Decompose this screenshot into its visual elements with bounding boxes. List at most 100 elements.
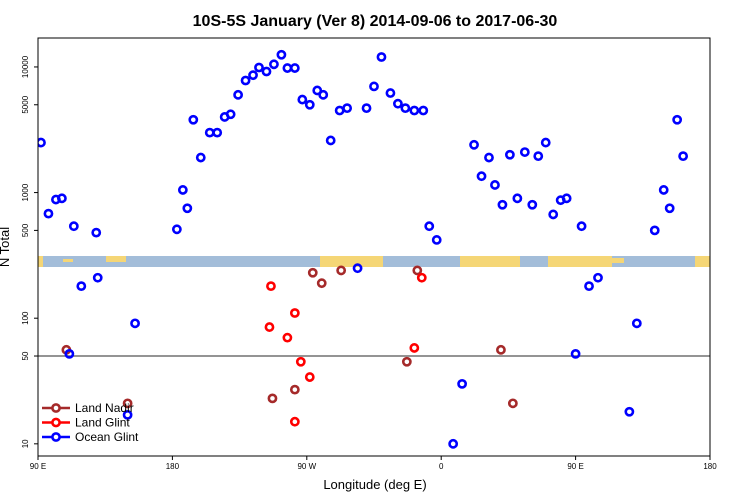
point-ocean-glint — [576, 221, 587, 232]
point-land-glint — [289, 416, 300, 427]
map-strip-land — [63, 259, 73, 262]
y-axis-label: N Total — [0, 227, 12, 267]
map-strip-land — [38, 256, 43, 267]
point-ocean-glint — [369, 81, 379, 92]
point-land-nadir — [336, 265, 347, 276]
point-ocean-glint — [570, 348, 581, 359]
point-ocean-glint — [64, 348, 75, 359]
point-ocean-glint — [312, 85, 323, 96]
point-ocean-glint — [212, 127, 223, 138]
point-ocean-glint — [727, 346, 734, 353]
point-land-nadir — [401, 356, 412, 367]
point-ocean-glint — [92, 272, 103, 283]
point-ocean-glint — [68, 221, 79, 232]
x-tick-label: 0 — [439, 462, 444, 471]
point-ocean-glint — [593, 272, 603, 283]
x-tick-label: 90 E — [30, 462, 46, 471]
point-ocean-glint — [177, 185, 188, 195]
point-ocean-glint — [504, 149, 515, 160]
point-ocean-glint — [385, 88, 396, 98]
point-ocean-glint — [282, 63, 293, 73]
point-land-glint — [266, 281, 276, 292]
point-ocean-glint — [527, 199, 538, 210]
point-land-nadir — [289, 384, 300, 395]
point-ocean-glint — [400, 103, 411, 114]
point-ocean-glint — [43, 208, 54, 219]
point-ocean-glint — [664, 203, 675, 214]
point-land-nadir — [316, 278, 327, 289]
plot-frame — [37, 37, 711, 457]
x-axis-label: Longitude (deg E) — [323, 477, 426, 492]
point-ocean-glint — [233, 89, 244, 100]
point-ocean-glint — [476, 171, 487, 182]
y-tick-label: 1000 — [21, 183, 30, 201]
point-land-glint — [295, 356, 306, 367]
point-ocean-glint — [484, 152, 494, 163]
series-ocean-glint — [38, 49, 734, 449]
point-ocean-glint — [276, 49, 287, 60]
chart-title: 10S-5S January (Ver 8) 2014-09-06 to 201… — [193, 13, 558, 30]
legend-label-land-glint: Land Glint — [75, 416, 130, 430]
point-ocean-glint — [584, 281, 594, 292]
legend-label-land-nadir: Land Nadir — [75, 401, 134, 415]
point-ocean-glint — [418, 105, 429, 116]
point-ocean-glint — [497, 199, 508, 210]
y-tick-label: 10 — [21, 439, 30, 448]
y-tick-label: 50 — [21, 351, 30, 360]
point-ocean-glint — [91, 227, 102, 238]
point-ocean-glint — [122, 409, 133, 420]
y-tick-label: 5000 — [21, 95, 30, 113]
point-ocean-glint — [269, 59, 279, 70]
point-ocean-glint — [254, 62, 264, 73]
series-land-nadir — [61, 265, 518, 409]
point-land-glint — [304, 372, 315, 382]
point-ocean-glint — [448, 438, 459, 449]
point-ocean-glint — [424, 221, 435, 232]
y-tick-label: 10000 — [21, 55, 30, 78]
map-strip-land — [604, 258, 624, 263]
map-strip-land — [548, 256, 612, 267]
point-ocean-glint — [248, 70, 258, 81]
point-land-glint — [409, 343, 420, 353]
legend-marker-land-nadir — [51, 403, 61, 413]
map-strip-land — [320, 256, 383, 267]
point-ocean-glint — [240, 75, 251, 86]
point-ocean-glint — [561, 193, 572, 204]
plot-content — [38, 49, 734, 449]
point-ocean-glint — [195, 152, 206, 163]
point-ocean-glint — [392, 98, 403, 109]
point-ocean-glint — [334, 105, 345, 116]
point-ocean-glint — [204, 127, 215, 138]
y-tick-label: 100 — [21, 311, 30, 325]
point-ocean-glint — [56, 193, 67, 204]
point-ocean-glint — [325, 135, 336, 146]
point-land-nadir — [507, 398, 518, 409]
x-tick-label: 90 E — [567, 462, 583, 471]
x-tick-label: 90 W — [297, 462, 316, 471]
point-ocean-glint — [297, 94, 308, 105]
point-land-glint — [416, 272, 427, 283]
point-ocean-glint — [38, 137, 46, 148]
point-land-glint — [289, 308, 300, 318]
point-ocean-glint — [658, 185, 669, 195]
point-land-nadir — [412, 265, 423, 276]
point-ocean-glint — [261, 66, 272, 77]
point-ocean-glint — [431, 235, 442, 245]
legend-label-ocean-glint: Ocean Glint — [75, 430, 139, 444]
map-strip — [38, 256, 710, 267]
point-ocean-glint — [678, 151, 689, 162]
point-ocean-glint — [304, 99, 315, 110]
map-strip-land — [460, 256, 520, 267]
point-ocean-glint — [469, 139, 479, 150]
point-land-nadir — [496, 344, 506, 355]
point-ocean-glint — [624, 406, 635, 417]
x-axis: 90 E 180 90 W 0 90 E 180 — [30, 456, 717, 471]
point-land-glint — [264, 322, 275, 332]
point-ocean-glint — [540, 137, 551, 148]
point-ocean-glint — [130, 318, 140, 329]
point-ocean-glint — [352, 263, 363, 274]
point-ocean-glint — [548, 209, 559, 220]
point-ocean-glint — [188, 114, 199, 125]
